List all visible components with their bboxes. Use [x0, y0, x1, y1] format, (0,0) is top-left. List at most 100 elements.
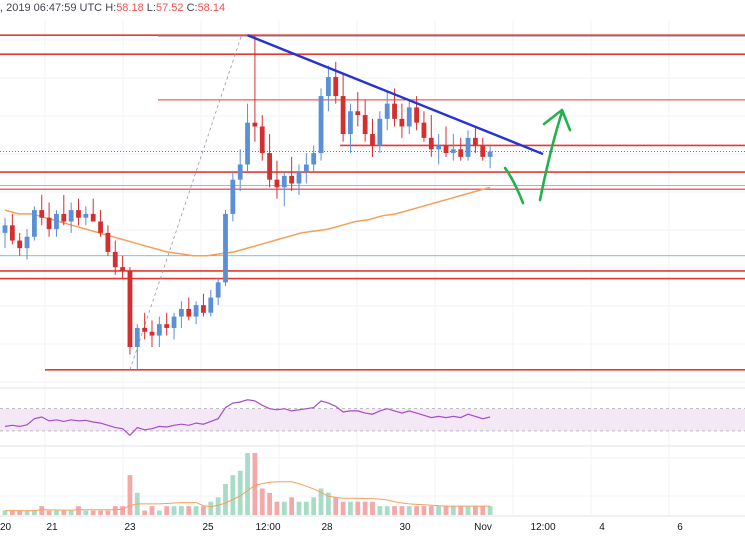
volume-bar	[450, 506, 456, 515]
volume-bar	[458, 506, 464, 515]
candle-body	[24, 236, 30, 249]
rsi-pane	[0, 399, 745, 437]
volume-bar	[24, 510, 30, 515]
candle-body	[193, 305, 199, 317]
candle-body	[179, 308, 184, 317]
volume-bar	[414, 506, 419, 515]
volume-bar	[149, 506, 155, 515]
ohlc-value: 58.18	[116, 2, 147, 14]
main-pane	[0, 34, 745, 447]
volume-bar	[142, 510, 148, 515]
candle-body	[392, 103, 397, 119]
candle-body	[17, 240, 23, 249]
candle-body	[90, 213, 96, 222]
volume-bar	[179, 506, 184, 515]
candle-body	[259, 126, 265, 154]
candle-body	[384, 103, 390, 119]
candle-body	[83, 213, 89, 218]
candle-body	[414, 107, 419, 123]
candle-body	[149, 331, 155, 336]
x-tick-label: 25	[202, 522, 214, 533]
volume-bar	[230, 475, 236, 515]
candle-body	[245, 122, 250, 165]
candle-body	[237, 164, 243, 180]
volume-bar	[120, 506, 125, 515]
volume-bar	[362, 501, 368, 515]
ohlc-value: 57.52	[155, 2, 187, 14]
volume-bar	[318, 488, 324, 515]
volume-ma-line	[5, 481, 491, 512]
candle-body	[318, 96, 324, 154]
volume-bar	[392, 506, 397, 515]
candle-body	[171, 316, 177, 328]
volume-bar	[473, 506, 478, 515]
candle-body	[289, 175, 295, 184]
volume-bar	[9, 510, 15, 515]
candle-body	[465, 137, 471, 157]
volume-bar	[421, 506, 427, 515]
volume-bar	[54, 510, 59, 515]
candle-body	[208, 297, 214, 313]
volume-bar	[201, 506, 206, 515]
volume-bar	[156, 510, 162, 515]
volume-bar	[296, 501, 302, 515]
candle-body	[201, 305, 206, 313]
volume-bar	[193, 506, 199, 515]
x-tick-label: 12:00	[255, 522, 280, 533]
candle-body	[428, 137, 434, 150]
volume-bar	[98, 510, 103, 515]
volume-bar	[17, 510, 23, 515]
candle-body	[274, 179, 280, 188]
candle-body	[98, 221, 103, 233]
fib-dashed-line	[129, 35, 242, 370]
candle-body	[215, 282, 221, 298]
candle-body	[281, 175, 287, 188]
volume-bar	[186, 506, 192, 515]
volume-bar	[326, 492, 331, 515]
candle-body	[267, 153, 272, 180]
volume-bar	[127, 475, 133, 515]
candle-body	[134, 327, 140, 347]
volume-bar	[399, 506, 405, 515]
candle-body	[473, 137, 478, 146]
x-axis: 20 21 23 25 12:00 28 30 Nov 12:00 4 6	[0, 515, 745, 533]
candle-body	[39, 210, 45, 218]
volume-bar	[252, 453, 258, 515]
candle-body	[370, 134, 375, 146]
volume-bar	[223, 484, 228, 515]
candle-body	[68, 210, 74, 222]
candle-body	[399, 118, 405, 127]
x-tick-label: 4	[599, 522, 605, 533]
ohlc-header: , 2019 06:47:59 UTC H:58.18 L:57.52 C:58…	[0, 2, 225, 14]
volume-bar	[2, 510, 8, 515]
candle-body	[2, 225, 8, 233]
candle-body	[76, 210, 81, 218]
volume-bar	[370, 501, 375, 515]
x-tick-label: 20	[0, 522, 12, 533]
candle-body	[46, 217, 52, 230]
volume-bar	[171, 506, 177, 515]
volume-bar	[39, 506, 45, 515]
candle-body	[311, 153, 317, 165]
candle-body	[443, 145, 449, 154]
volume-bar	[61, 510, 67, 515]
candle-body	[54, 213, 59, 230]
volume-bar	[436, 506, 442, 515]
volume-bar	[480, 506, 486, 515]
candle-body	[164, 324, 170, 328]
candle-body	[450, 149, 456, 154]
volume-pane	[2, 453, 493, 515]
candle-body	[362, 115, 368, 135]
candle-body	[333, 77, 339, 97]
candle-body	[186, 308, 192, 317]
volume-bar	[112, 506, 118, 515]
volume-bar	[355, 501, 361, 515]
volume-bar	[46, 510, 52, 515]
volume-bar	[384, 506, 390, 515]
volume-bar	[83, 510, 89, 515]
volume-bar	[274, 501, 280, 515]
candle-body	[61, 213, 67, 222]
candle-body	[348, 111, 353, 135]
volume-bar	[237, 470, 243, 515]
